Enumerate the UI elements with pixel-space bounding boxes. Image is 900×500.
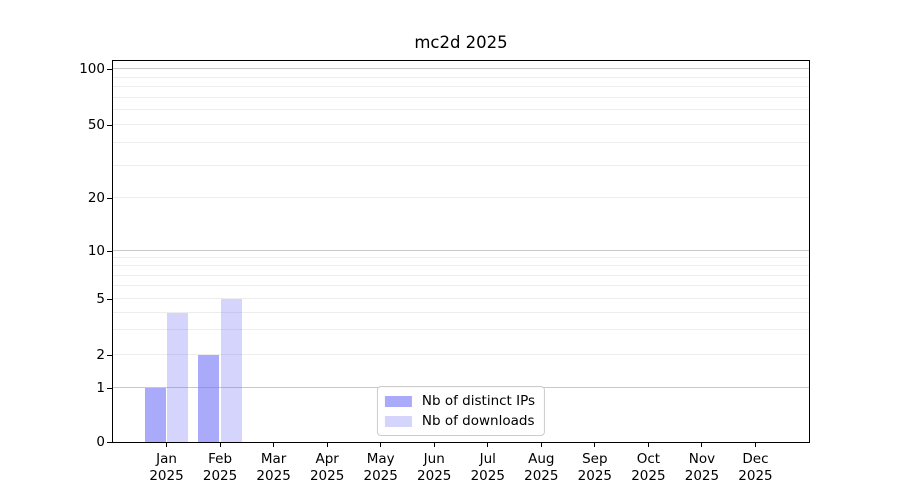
gridline-minor [113,285,809,287]
gridline-minor [113,164,809,166]
y-tick-label: 5 [96,291,105,307]
gridline-minor [113,298,809,299]
x-tick-mark [540,442,542,447]
gridline-minor [113,96,809,98]
gridline-minor [113,141,809,143]
x-tick-label: Dec 2025 [738,451,773,484]
y-tick-label: 0 [96,434,105,450]
x-tick-mark [380,442,382,447]
y-tick-mark [107,441,112,443]
x-tick-mark [594,442,596,447]
y-tick-label: 10 [87,243,105,259]
x-tick-label: Jul 2025 [470,451,505,484]
legend-swatch-downloads [384,415,412,427]
x-tick-label: Aug 2025 [524,451,559,484]
x-tick-mark [647,442,649,447]
y-tick-label: 1 [96,380,105,396]
bar-downloads-feb [220,299,242,442]
legend-swatch-distinct-ips [384,395,412,407]
x-tick-mark [273,442,275,447]
x-tick-label: Mar 2025 [256,451,291,484]
x-tick-mark [754,442,756,447]
gridline-minor [113,76,809,78]
bar-distinct-ips-feb [198,355,220,442]
gridline-minor [113,354,809,355]
x-tick-mark [326,442,328,447]
y-tick-mark [107,250,112,252]
x-tick-mark [166,442,168,447]
legend: Nb of distinct IPs Nb of downloads [376,386,546,436]
y-tick-label: 2 [96,347,105,363]
y-tick-label: 50 [87,117,105,133]
x-tick-mark [219,442,221,447]
gridline-minor [113,109,809,111]
y-tick-mark [107,68,112,70]
x-tick-label: Nov 2025 [684,451,720,484]
x-tick-mark [487,442,489,447]
y-tick-label: 20 [87,190,105,206]
x-tick-label: Jun 2025 [417,451,452,484]
x-tick-mark [433,442,435,447]
y-tick-mark [107,124,112,126]
gridline-minor [113,274,809,276]
legend-item-downloads: Nb of downloads [384,411,535,431]
y-tick-label: 100 [79,61,105,77]
bar-distinct-ips-jan [144,388,166,442]
y-tick-mark [107,298,112,300]
y-tick-mark [107,197,112,199]
gridline-minor [113,265,809,267]
x-tick-label: Sep 2025 [577,451,613,484]
legend-label-distinct-ips: Nb of distinct IPs [421,393,536,409]
legend-label-downloads: Nb of downloads [421,413,535,429]
gridline-minor [113,257,809,259]
legend-item-distinct-ips: Nb of distinct IPs [384,391,536,411]
gridline-minor [113,124,809,125]
gridline-major [113,68,809,69]
x-tick-label: Feb 2025 [202,451,238,484]
gridline-minor [113,197,809,198]
chart-title: mc2d 2025 [414,33,508,52]
x-tick-label: Oct 2025 [631,451,666,484]
x-tick-label: Jan 2025 [149,451,184,484]
y-tick-mark [107,354,112,356]
x-tick-label: May 2025 [363,451,398,484]
gridline-minor [113,329,809,331]
gridline-minor [113,311,809,313]
gridline-major [113,250,809,251]
x-tick-label: Apr 2025 [309,451,345,484]
y-tick-mark [107,387,112,389]
bar-downloads-jan [167,312,189,442]
gridline-minor [113,86,809,88]
plot-area: Nb of distinct IPs Nb of downloads 0 1 2 5 1… [79,60,810,484]
x-tick-mark [701,442,703,447]
